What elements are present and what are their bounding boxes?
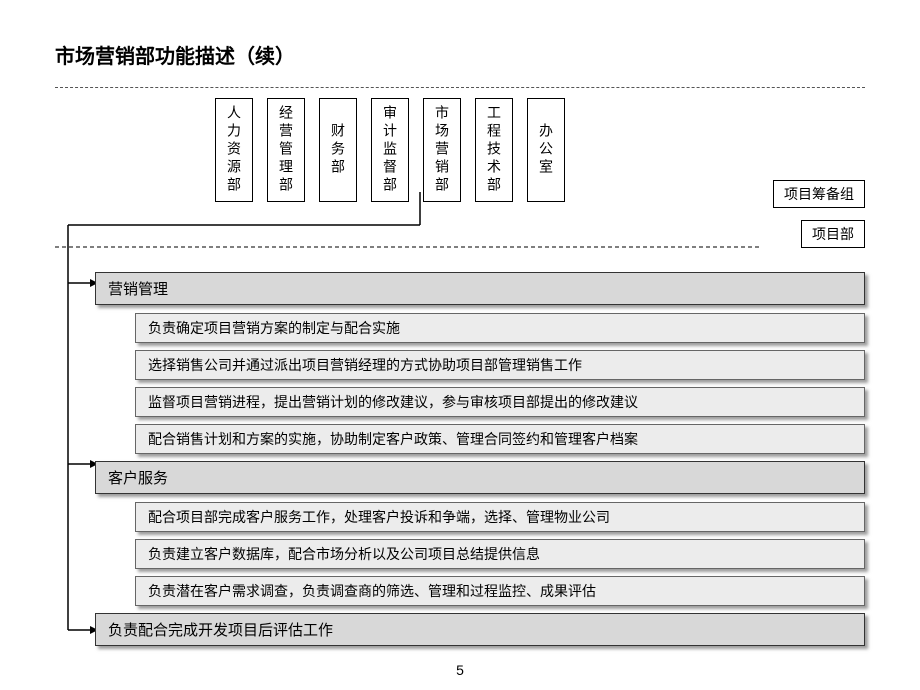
section-header: 营销管理 xyxy=(95,272,865,305)
section-item: 选择销售公司并通过派出项目营销经理的方式协助项目部管理销售工作 xyxy=(135,350,865,380)
dashed-line-top xyxy=(55,87,865,88)
dept-box: 审计监督部 xyxy=(371,98,409,202)
slide-page: 市场营销部功能描述（续） 人力资源部 经营管理部 财务部 审计监督部 市场营销部… xyxy=(0,0,920,690)
dept-box: 经营管理部 xyxy=(267,98,305,202)
dept-box: 市场营销部 xyxy=(423,98,461,202)
side-box: 项目部 xyxy=(801,220,865,248)
department-row: 人力资源部 经营管理部 财务部 审计监督部 市场营销部 工程技术部 办公室 xyxy=(55,98,865,202)
section-item: 负责潜在客户需求调查，负责调查商的筛选、管理和过程监控、成果评估 xyxy=(135,576,865,606)
page-number: 5 xyxy=(0,662,920,678)
dept-box: 人力资源部 xyxy=(215,98,253,202)
section-item: 负责确定项目营销方案的制定与配合实施 xyxy=(135,313,865,343)
section-item: 负责建立客户数据库，配合市场分析以及公司项目总结提供信息 xyxy=(135,539,865,569)
dept-box: 工程技术部 xyxy=(475,98,513,202)
section-header: 负责配合完成开发项目后评估工作 xyxy=(95,613,865,646)
section-item: 配合项目部完成客户服务工作，处理客户投诉和争端，选择、管理物业公司 xyxy=(135,502,865,532)
slide-title: 市场营销部功能描述（续） xyxy=(55,40,865,69)
side-boxes: 项目筹备组 项目部 xyxy=(773,180,865,248)
content-area: 营销管理 负责确定项目营销方案的制定与配合实施 选择销售公司并通过派出项目营销经… xyxy=(55,272,865,646)
section-item: 监督项目营销进程，提出营销计划的修改建议，参与审核项目部提出的修改建议 xyxy=(135,387,865,417)
section-header: 客户服务 xyxy=(95,461,865,494)
dept-box: 办公室 xyxy=(527,98,565,202)
side-box: 项目筹备组 xyxy=(773,180,865,208)
dept-box: 财务部 xyxy=(319,98,357,202)
section-item: 配合销售计划和方案的实施，协助制定客户政策、管理合同签约和管理客户档案 xyxy=(135,424,865,454)
